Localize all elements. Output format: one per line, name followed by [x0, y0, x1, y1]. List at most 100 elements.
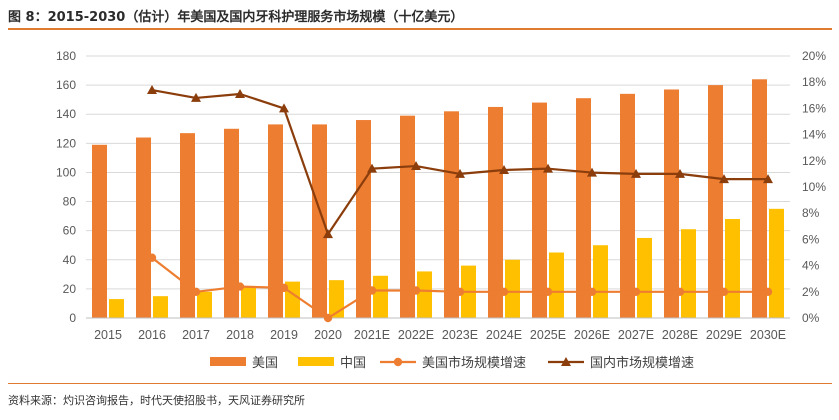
x-tick-label: 2030E [750, 328, 786, 342]
cn-growth-point [631, 168, 641, 178]
y-right-tick-label: 0% [802, 311, 820, 325]
legend-label: 国内市场规模增速 [590, 355, 694, 370]
bar-us [224, 128, 239, 318]
y-left-tick-label: 180 [56, 49, 76, 63]
bar-us [268, 124, 283, 319]
x-tick-label: 2029E [706, 328, 742, 342]
us-growth-point [719, 287, 729, 296]
bar-us [664, 89, 679, 318]
us-growth-point [455, 287, 465, 296]
bar-cn [241, 285, 256, 318]
x-tick-label: 2026E [574, 328, 610, 342]
figure-title: 图 8：2015-2030（估计）年美国及国内牙科护理服务市场规模（十亿美元） [8, 10, 464, 25]
y-left-tick-label: 20 [63, 282, 77, 296]
y-right-tick-label: 4% [802, 259, 820, 273]
us-growth-point [323, 313, 333, 323]
cn-growth-point [499, 164, 509, 174]
y-right-tick-label: 16% [802, 101, 826, 115]
bar-us [400, 115, 415, 318]
bar-cn [109, 299, 124, 318]
y-right-tick-label: 12% [802, 154, 826, 168]
us-growth-point [411, 286, 421, 295]
cn-growth-point [719, 174, 729, 184]
us-growth-point [631, 287, 641, 296]
bar-cn [637, 237, 652, 318]
us-growth-point [191, 287, 201, 296]
y-right-tick-label: 18% [802, 75, 826, 89]
y-right-tick-label: 2% [802, 285, 820, 299]
market-size-chart: 0 20 40 60 80 100 120 140 160 180 0% 2% 4% 6% 8% 10% 12%… [56, 49, 826, 370]
bar-us [752, 79, 767, 319]
bar-cn [197, 291, 212, 318]
y-left-tick-label: 60 [63, 224, 77, 238]
bar-us [180, 133, 195, 318]
x-tick-label: 2028E [662, 328, 698, 342]
bar-us [136, 137, 151, 318]
cn-growth-point [279, 103, 289, 113]
cn-growth-point [587, 167, 597, 177]
legend-swatch [210, 357, 246, 366]
y-left-tick-label: 80 [63, 195, 77, 209]
x-tick-label: 2020 [314, 328, 342, 342]
x-tick-label: 2027E [618, 328, 654, 342]
us-growth-point [147, 253, 157, 262]
x-tick-label: 2019 [270, 328, 298, 342]
bar-cn [329, 280, 344, 318]
legend-label: 美国 [252, 355, 278, 370]
bar-cn [153, 296, 168, 318]
bar-cn [681, 229, 696, 318]
x-tick-label: 2016 [138, 328, 166, 342]
x-tick-label: 2023E [442, 328, 478, 342]
us-growth-point [235, 282, 245, 291]
y-left-tick-label: 160 [56, 78, 76, 92]
y-right-tick-label: 8% [802, 206, 820, 220]
us-growth-point [499, 287, 509, 296]
cn-growth-point [763, 174, 773, 184]
bar-us [444, 111, 459, 318]
title-divider [8, 28, 832, 30]
y-right-tick-label: 10% [802, 180, 826, 194]
y-right-tick-label: 14% [802, 128, 826, 142]
x-tick-label: 2022E [398, 328, 434, 342]
us-growth-point [367, 286, 377, 295]
us-growth-point [543, 287, 553, 296]
bar-cn [373, 275, 388, 318]
legend-swatch [298, 357, 334, 366]
cn-growth-point [455, 168, 465, 178]
legend-label: 美国市场规模增速 [422, 355, 526, 370]
y-left-tick-label: 40 [63, 253, 77, 267]
cn-growth-point [367, 163, 377, 173]
bar-us [532, 102, 547, 318]
bar-us [576, 98, 591, 318]
x-tick-label: 2018 [226, 328, 254, 342]
y-right-tick-label: 20% [802, 49, 826, 63]
cn-growth-point [147, 85, 157, 95]
x-tick-label: 2025E [530, 328, 566, 342]
bar-us [92, 144, 107, 318]
bar-cn [725, 219, 740, 318]
y-right-tick-label: 6% [802, 232, 820, 246]
y-left-tick-label: 140 [56, 107, 76, 121]
bar-cn [593, 245, 608, 318]
cn-growth-point [235, 88, 245, 98]
us-growth-point [587, 287, 597, 296]
cn-growth-point [411, 161, 421, 171]
bar-cn [549, 252, 564, 318]
cn-growth-point [543, 163, 553, 173]
legend-marker [393, 357, 403, 367]
cn-growth-point [323, 229, 333, 239]
bar-us [708, 85, 723, 318]
bar-cn [417, 271, 432, 318]
footer-divider [8, 383, 832, 384]
x-tick-label: 2017 [182, 328, 210, 342]
y-left-tick-label: 120 [56, 136, 76, 150]
y-left-tick-label: 0 [69, 311, 76, 325]
x-tick-label: 2015 [94, 328, 122, 342]
bar-cn [769, 208, 784, 318]
cn-growth-point [675, 168, 685, 178]
bar-us [488, 106, 503, 318]
chart-area: 0 20 40 60 80 100 120 140 160 180 0% 2% 4% 6% 8% 10% 12%… [0, 32, 839, 378]
bar-us [312, 124, 327, 319]
bar-cn [505, 259, 520, 318]
us-growth-point [675, 287, 685, 296]
